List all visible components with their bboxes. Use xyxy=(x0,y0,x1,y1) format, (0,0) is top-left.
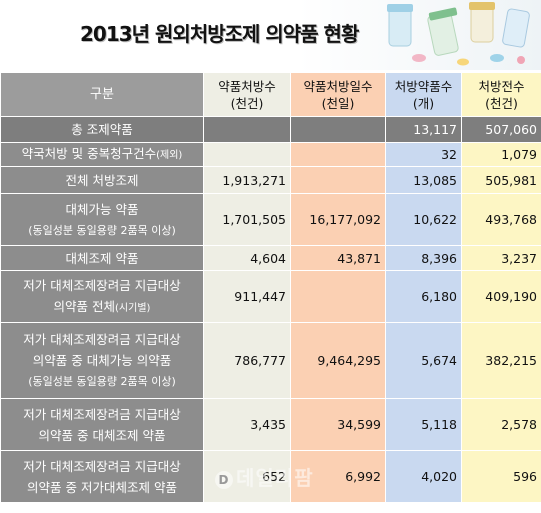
cell-value: 652 xyxy=(203,450,291,503)
cell-value: 786,777 xyxy=(203,322,291,399)
row-label: 총 조제약품 xyxy=(0,116,204,143)
table-row: 대체가능 약품 (동일성분 동일용량 2품목 이상) 1,701,505 16,1… xyxy=(0,193,541,246)
table-row: 저가 대체조제장려금 지급대상 의약품 중 저가대체조제 약품 652 6,992… xyxy=(0,450,541,503)
cell-value: 6,180 xyxy=(385,270,462,323)
header-col-prescription-days: 약품처방일수 (천일) xyxy=(290,72,386,117)
cell-value: 10,622 xyxy=(385,193,462,246)
header-row: 구분 약품처방수 (천건) 약품처방일수 (천일) 처방약품수 (개) 처방전수 (천건… xyxy=(0,72,541,117)
cell-value: 1,701,505 xyxy=(203,193,291,246)
table-row: 총 조제약품 13,117 507,060 xyxy=(0,116,541,143)
row-label: 저가 대체조제장려금 지급대상 의약품 전체(시기별) xyxy=(0,270,204,323)
watermark-logo: D 데일리팜 xyxy=(215,462,314,491)
cell-value xyxy=(290,270,386,323)
cell-value: 4,604 xyxy=(203,245,291,271)
header-col-prescriptions: 약품처방수 (천건) xyxy=(203,72,291,117)
table-row: 저가 대체조제장려금 지급대상 의약품 중 대체조제 약품 3,435 34,59… xyxy=(0,398,541,451)
pill-bottles-decoration xyxy=(387,2,530,66)
row-label: 저가 대체조제장려금 지급대상 의약품 중 저가대체조제 약품 xyxy=(0,450,204,503)
cell-value: 409,190 xyxy=(461,270,541,323)
row-label: 대체가능 약품 (동일성분 동일용량 2품목 이상) xyxy=(0,193,204,246)
cell-value: 382,215 xyxy=(461,322,541,399)
cell-value: 5,674 xyxy=(385,322,462,399)
cell-value xyxy=(290,142,386,167)
table-row: 대체조제 약품 4,604 43,871 8,396 3,237 xyxy=(0,245,541,271)
title-banner: 2013년 원외처방조제 의약품 현황 xyxy=(0,0,541,70)
cell-value: 1,913,271 xyxy=(203,166,291,194)
table-row: 저가 대체조제장려금 지급대상 의약품 전체(시기별) 911,447 6,180… xyxy=(0,270,541,323)
row-label: 저가 대체조제장려금 지급대상 의약품 중 대체가능 의약품 (동일성분 동일용량 … xyxy=(0,322,204,399)
table-row: 약국처방 및 중복청구건수(제외) 32 1,079 xyxy=(0,142,541,167)
cell-value: 911,447 xyxy=(203,270,291,323)
header-label: 구분 xyxy=(0,72,204,117)
cell-value xyxy=(290,166,386,194)
cell-value xyxy=(203,116,291,143)
cell-value: 4,020 xyxy=(385,450,462,503)
cell-value: 5,118 xyxy=(385,398,462,451)
cell-value: 3,435 xyxy=(203,398,291,451)
statistics-table: 구분 약품처방수 (천건) 약품처방일수 (천일) 처방약품수 (개) 처방전수 (천건… xyxy=(0,72,541,503)
cell-value: 505,981 xyxy=(461,166,541,194)
cell-value: 32 xyxy=(385,142,462,167)
cell-value: 34,599 xyxy=(290,398,386,451)
cell-value: 8,396 xyxy=(385,245,462,271)
cell-value xyxy=(290,116,386,143)
cell-value: 6,992 xyxy=(290,450,386,503)
row-label: 대체조제 약품 xyxy=(0,245,204,271)
cell-value: 9,464,295 xyxy=(290,322,386,399)
cell-value: 2,578 xyxy=(461,398,541,451)
cell-value: 16,177,092 xyxy=(290,193,386,246)
cell-value: 43,871 xyxy=(290,245,386,271)
cell-value: 596 xyxy=(461,450,541,503)
header-col-prescription-sheets: 처방전수 (천건) xyxy=(461,72,541,117)
row-label: 전체 처방조제 xyxy=(0,166,204,194)
cell-value: 507,060 xyxy=(461,116,541,143)
cell-value: 1,079 xyxy=(461,142,541,167)
watermark-text: 데일리팜 xyxy=(236,466,314,490)
cell-value: 13,117 xyxy=(385,116,462,143)
page-title: 2013년 원외처방조제 의약품 현황 xyxy=(80,22,359,46)
table-row: 전체 처방조제 1,913,271 13,085 505,981 xyxy=(0,166,541,194)
table-row: 저가 대체조제장려금 지급대상 의약품 중 대체가능 의약품 (동일성분 동일용량 … xyxy=(0,322,541,399)
header-col-drug-count: 처방약품수 (개) xyxy=(385,72,462,117)
row-label: 저가 대체조제장려금 지급대상 의약품 중 대체조제 약품 xyxy=(0,398,204,451)
logo-icon: D xyxy=(215,470,233,489)
cell-value: 493,768 xyxy=(461,193,541,246)
cell-value: 3,237 xyxy=(461,245,541,271)
cell-value xyxy=(203,142,291,167)
cell-value: 13,085 xyxy=(385,166,462,194)
row-label: 약국처방 및 중복청구건수(제외) xyxy=(0,142,204,167)
